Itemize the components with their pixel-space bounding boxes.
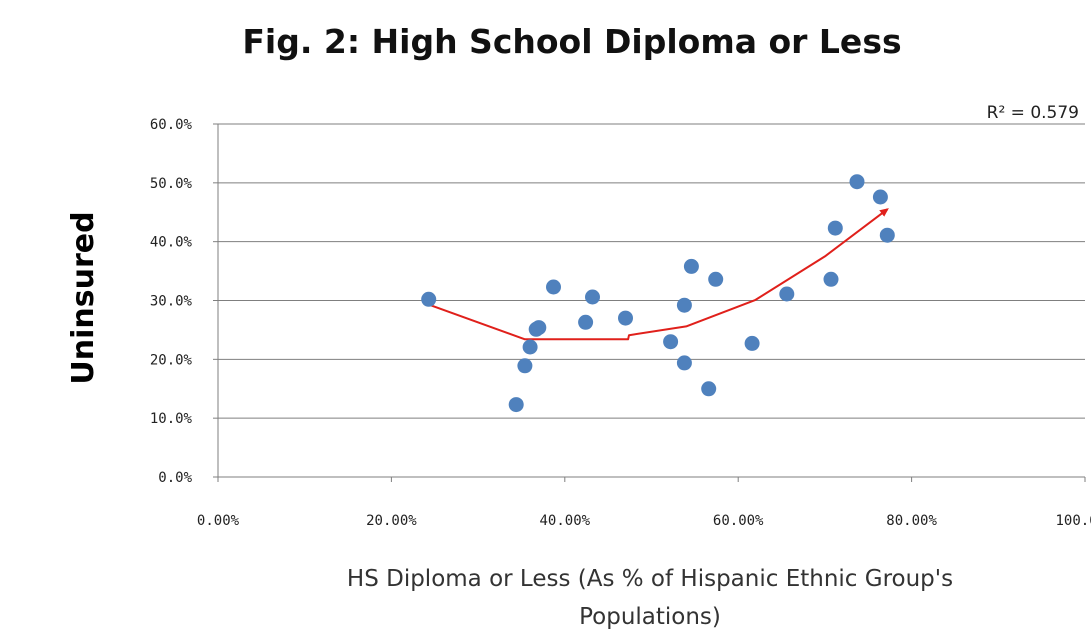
data-point [508,397,524,413]
x-tick-label: 40.00% [540,513,591,529]
data-point [618,310,633,326]
data-point [578,314,594,330]
data-point [676,297,692,313]
data-point [849,174,865,190]
data-point [522,339,538,355]
gridlines [218,123,1085,419]
data-point [676,355,692,371]
r-squared-annotation: R² = 0.579 [987,103,1079,123]
y-tick-label: 50.0% [150,176,193,192]
data-points [421,174,895,413]
data-point [531,320,547,336]
axes: 0.0% 10.0% 20.0% 30.0% 40.0% 50.0% 60.0% 0.00% 2… [150,117,1091,529]
y-tick-label: 0.0% [158,470,192,486]
data-point [744,335,760,351]
data-point [517,358,533,374]
data-point [421,291,437,307]
data-point [663,334,679,350]
trendline-group [428,208,889,341]
y-axis-label: Uninsured [66,211,101,384]
data-point [683,258,699,274]
y-tick-label: 60.0% [150,117,193,133]
data-point [701,381,717,397]
y-tick-label: 20.0% [150,352,193,368]
x-tick-label: 0.00% [197,513,240,529]
data-point [879,227,895,243]
data-point [585,289,600,305]
x-tick-label: 80.00% [886,513,937,529]
data-point [779,286,795,302]
x-axis-label-line-1: HS Diploma or Less (As % of Hispanic Eth… [347,566,953,592]
chart-title: Fig. 2: High School Diploma or Less [242,22,901,61]
data-point [708,271,724,287]
x-tick-label: 100.00% [1055,513,1091,529]
y-tick-label: 10.0% [150,411,193,427]
y-tick-label: 30.0% [150,294,193,310]
trend-arrow [428,208,889,341]
x-axis-label-line-2: Populations) [579,604,721,630]
y-tick-label: 40.0% [150,235,193,251]
data-point [823,271,839,287]
x-tick-label: 60.00% [713,513,764,529]
data-point [872,189,888,205]
data-point [827,220,843,236]
x-tick-label: 20.00% [366,513,417,529]
data-point [546,279,561,295]
